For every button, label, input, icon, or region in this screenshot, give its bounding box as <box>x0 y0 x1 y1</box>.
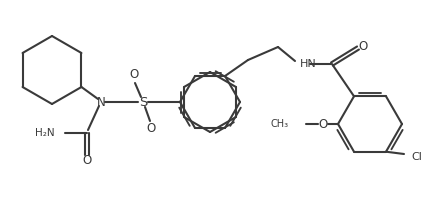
Text: HN: HN <box>300 59 317 69</box>
Text: N: N <box>97 95 106 109</box>
Text: O: O <box>318 117 328 131</box>
Text: CH₃: CH₃ <box>271 119 289 129</box>
Text: H₂N: H₂N <box>35 128 55 138</box>
Text: O: O <box>82 153 92 166</box>
Text: O: O <box>146 123 155 135</box>
Text: O: O <box>358 39 367 53</box>
Text: S: S <box>139 95 147 109</box>
Text: O: O <box>129 68 138 81</box>
Text: Cl: Cl <box>411 152 422 162</box>
